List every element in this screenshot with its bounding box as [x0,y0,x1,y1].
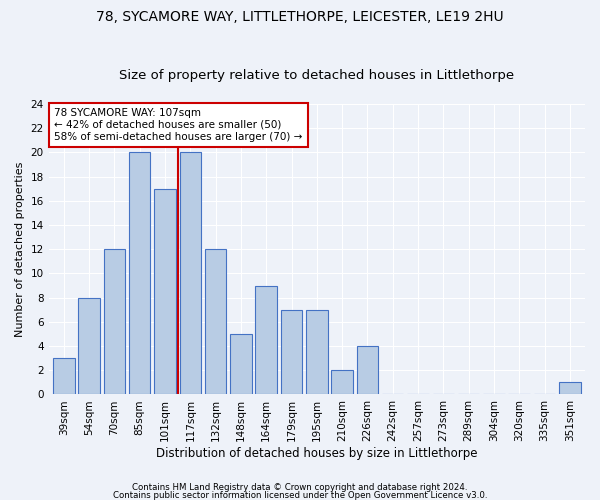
Bar [53,358,74,395]
Bar [559,382,581,394]
Bar [154,188,176,394]
Bar [331,370,353,394]
Title: Size of property relative to detached houses in Littlethorpe: Size of property relative to detached ho… [119,69,514,82]
Bar [129,152,151,394]
Text: Contains HM Land Registry data © Crown copyright and database right 2024.: Contains HM Land Registry data © Crown c… [132,484,468,492]
Bar [79,298,100,394]
Text: 78 SYCAMORE WAY: 107sqm
← 42% of detached houses are smaller (50)
58% of semi-de: 78 SYCAMORE WAY: 107sqm ← 42% of detache… [54,108,302,142]
Bar [256,286,277,395]
Text: Contains public sector information licensed under the Open Government Licence v3: Contains public sector information licen… [113,490,487,500]
Y-axis label: Number of detached properties: Number of detached properties [15,162,25,337]
Bar [356,346,378,395]
Bar [179,152,201,394]
Text: 78, SYCAMORE WAY, LITTLETHORPE, LEICESTER, LE19 2HU: 78, SYCAMORE WAY, LITTLETHORPE, LEICESTE… [96,10,504,24]
Bar [104,249,125,394]
Bar [230,334,251,394]
Bar [281,310,302,394]
Bar [205,249,226,394]
X-axis label: Distribution of detached houses by size in Littlethorpe: Distribution of detached houses by size … [156,447,478,460]
Bar [306,310,328,394]
